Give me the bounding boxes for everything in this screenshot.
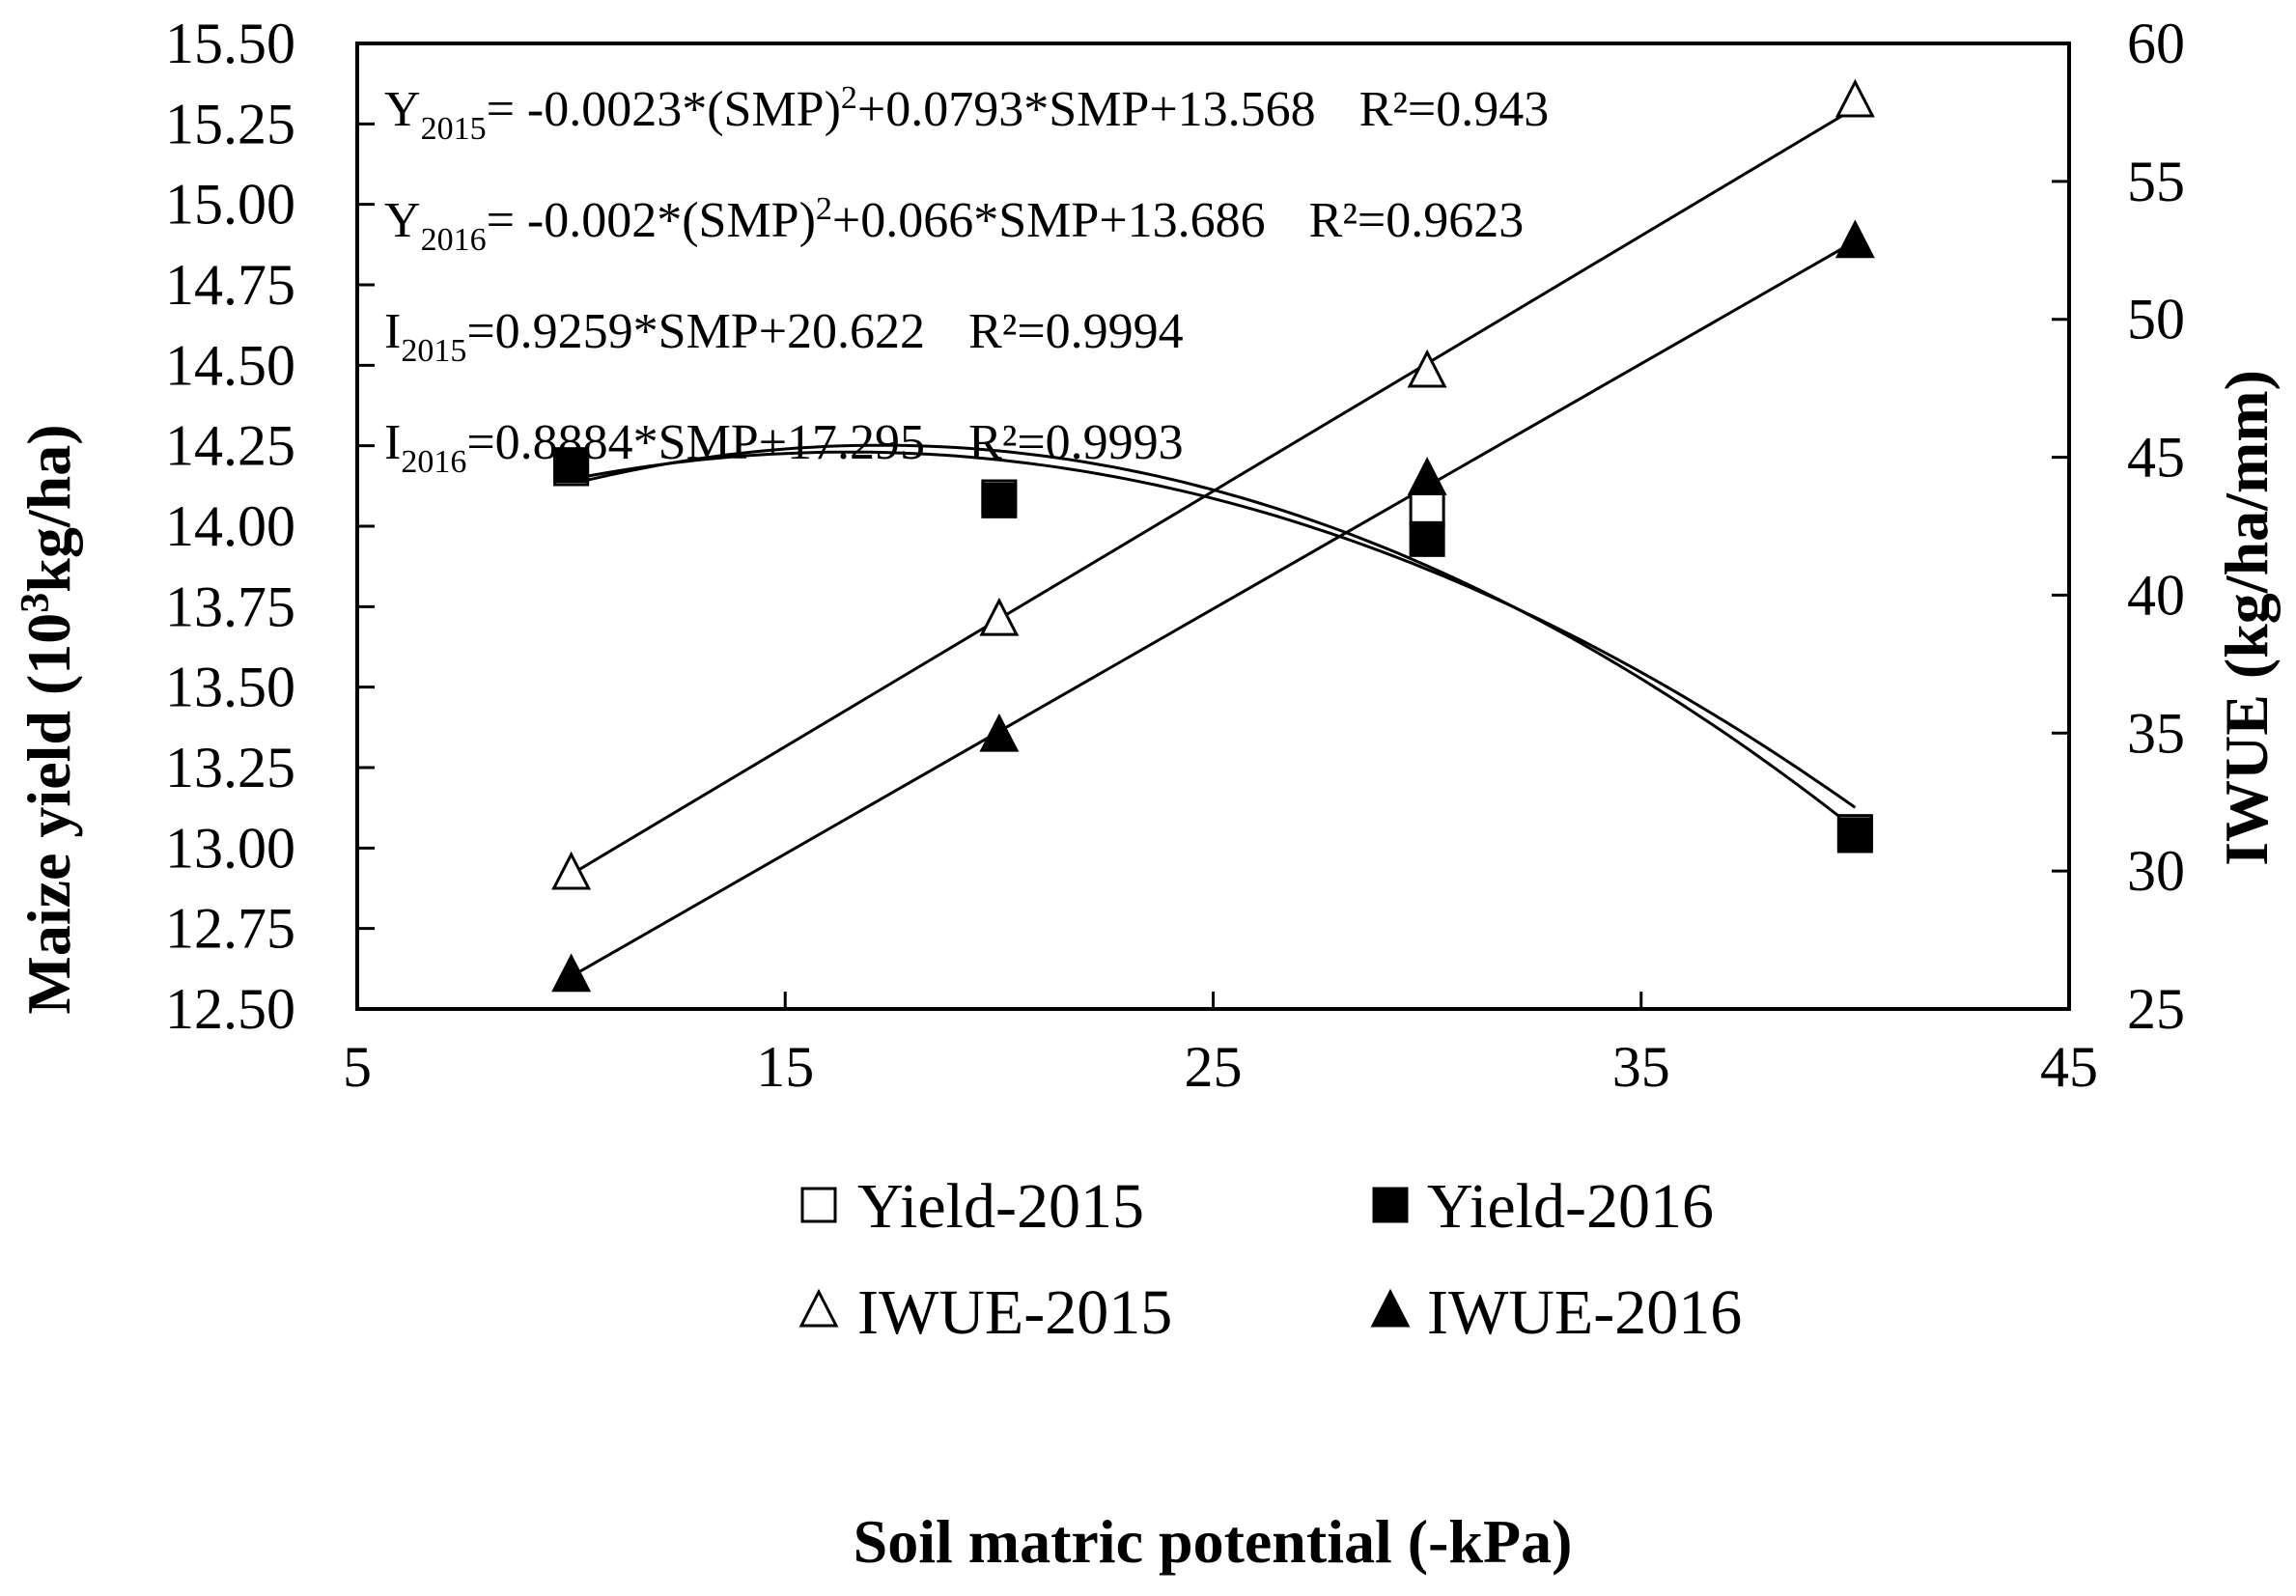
point-iwue-2016-0	[551, 953, 592, 993]
right-y-tick-label-3: 40	[2127, 563, 2185, 627]
left-y-tick-label-8: 14.50	[165, 333, 295, 397]
point-yield-2016-0	[553, 447, 590, 484]
right-y-tick-label-2: 35	[2127, 701, 2185, 765]
x-tick-label-0: 5	[343, 1035, 372, 1099]
point-yield-2016-2	[1409, 520, 1445, 557]
point-iwue-2016-2	[1407, 457, 1447, 495]
equation-subscript: 2015	[421, 111, 487, 147]
left-y-tick-label-2: 13.00	[165, 816, 295, 880]
equation-rhs-tail: +0.066*SMP+13.686	[832, 193, 1266, 248]
left-y-tick-label-11: 15.25	[165, 92, 295, 155]
equation-variable: Y	[384, 193, 421, 248]
left-y-tick-label-3: 13.25	[165, 736, 295, 799]
equation-variable: I	[384, 304, 401, 359]
fit-line-yield-2015	[571, 443, 1857, 830]
right-y-tick-label-1: 30	[2127, 839, 2185, 903]
legend: Yield-2015 Yield-2016 IWUE-2015 IWUE-2016	[798, 1171, 1742, 1348]
left-y-axis-ticks: 12.50 12.75 13.00 13.25 13.50 13.75 14.00 14.25…	[165, 12, 375, 1041]
point-iwue-2016-1	[979, 713, 1020, 752]
fit-lines	[570, 106, 1857, 978]
point-iwue-2015-2	[1407, 349, 1447, 388]
left-y-axis-title-post: kg/ha)	[14, 424, 83, 592]
equation-variable: Y	[384, 82, 421, 137]
left-y-tick-label-12: 15.50	[165, 12, 295, 75]
left-y-tick-label-5: 13.75	[165, 574, 295, 638]
equation-r-squared: R²=0.9623	[1309, 193, 1525, 248]
fit-line-iwue-2015	[570, 106, 1857, 876]
left-y-tick-label-10: 15.00	[165, 173, 295, 237]
x-axis-title: Soil matric potential (-kPa)	[854, 1507, 1573, 1576]
x-tick-label-1: 15	[756, 1035, 814, 1099]
equation-variable: I	[384, 415, 401, 470]
equation-r-squared: R²=0.9993	[968, 415, 1184, 470]
left-y-axis-title-pre: Maize yield (10	[14, 613, 83, 1015]
plot-area-border	[355, 42, 2071, 1011]
equation-rhs: = -0.002*(SMP)	[487, 193, 816, 248]
fit-line-iwue-2016	[570, 239, 1857, 978]
regression-equations: Y2015= -0.0023*(SMP)2+0.0793*SMP+13.568 R…	[384, 80, 1549, 480]
legend-label-iwue-2016: IWUE-2016	[1427, 1277, 1742, 1348]
legend-marker-yield-2015	[800, 1187, 837, 1223]
left-y-tick-label-9: 14.75	[165, 253, 295, 317]
legend-marker-iwue-2015	[798, 1288, 839, 1328]
equation-subscript: 2015	[401, 333, 466, 369]
equation-rhs: = -0.0023*(SMP)	[487, 82, 841, 137]
right-y-axis-ticks: 25 30 35 40 45 50 55 60	[2052, 12, 2185, 1041]
equation-rhs: =0.8884*SMP+17.295	[466, 415, 925, 470]
right-y-tick-label-0: 25	[2127, 977, 2185, 1041]
equation-subscript: 2016	[421, 222, 487, 258]
left-y-axis-title: Maize yield (103kg/ha)	[14, 424, 83, 1014]
x-tick-label-3: 35	[1612, 1035, 1670, 1099]
point-iwue-2015-1	[979, 597, 1020, 636]
point-yield-2016-1	[981, 482, 1018, 518]
legend-label-yield-2015: Yield-2015	[857, 1171, 1144, 1242]
equation-superscript: 2	[816, 191, 832, 227]
equation-i-2015: I2015=0.9259*SMP+20.622 R²=0.9994	[384, 304, 1184, 369]
left-y-tick-label-6: 14.00	[165, 494, 295, 558]
legend-marker-yield-2016	[1372, 1187, 1409, 1223]
point-iwue-2015-3	[1834, 78, 1875, 118]
right-y-tick-label-6: 55	[2127, 150, 2185, 213]
left-y-axis-title-sup: 3	[14, 593, 58, 613]
right-y-tick-label-4: 45	[2127, 426, 2185, 490]
right-y-tick-label-5: 50	[2127, 288, 2185, 351]
fit-line-yield-2016	[571, 450, 1857, 809]
right-y-axis-title: IWUE (kg/ha/mm)	[2212, 370, 2281, 866]
x-tick-label-2: 25	[1185, 1035, 1243, 1099]
x-tick-label-4: 45	[2040, 1035, 2098, 1099]
equation-subscript: 2016	[401, 444, 466, 480]
left-y-tick-label-4: 13.50	[165, 656, 295, 719]
data-markers	[551, 78, 1875, 993]
legend-label-iwue-2015: IWUE-2015	[857, 1277, 1172, 1348]
equation-superscript: 2	[841, 80, 857, 116]
equation-i-2016: I2016=0.8884*SMP+17.295 R²=0.9993	[384, 415, 1184, 480]
equation-y-2016: Y2016= -0.002*(SMP)2+0.066*SMP+13.686 R²=…	[384, 191, 1524, 258]
left-y-tick-label-1: 12.75	[165, 897, 295, 961]
point-iwue-2016-3	[1834, 219, 1875, 259]
point-iwue-2015-0	[551, 851, 592, 890]
left-y-tick-label-0: 12.50	[165, 977, 295, 1041]
point-yield-2016-3	[1836, 817, 1873, 854]
right-y-tick-label-7: 60	[2127, 12, 2185, 75]
equation-r-squared: R²=0.943	[1359, 82, 1550, 137]
left-y-tick-label-7: 14.25	[165, 414, 295, 478]
equation-rhs-tail: +0.0793*SMP+13.568	[857, 82, 1316, 137]
x-axis-ticks: 5 15 25 35 45	[343, 992, 2098, 1099]
equation-y-2015: Y2015= -0.0023*(SMP)2+0.0793*SMP+13.568 R…	[384, 80, 1549, 147]
equation-r-squared: R²=0.9994	[968, 304, 1184, 359]
legend-marker-iwue-2016	[1370, 1288, 1411, 1328]
legend-label-yield-2016: Yield-2016	[1427, 1171, 1714, 1242]
equation-rhs: =0.9259*SMP+20.622	[466, 304, 925, 359]
